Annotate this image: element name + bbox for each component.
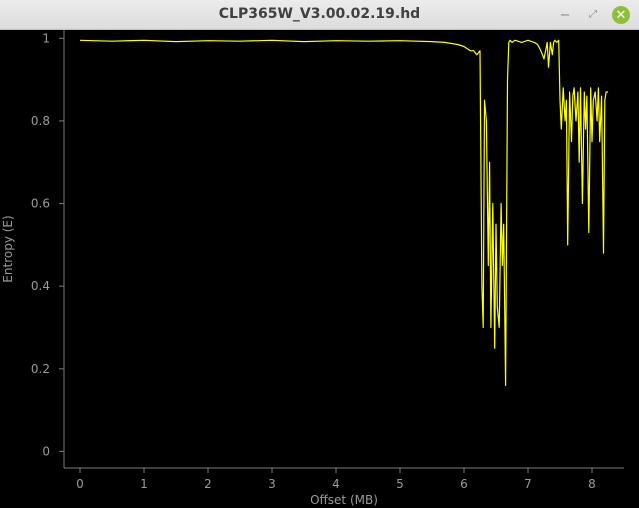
x-tick-label: 5 (396, 477, 404, 491)
y-tick-label: 0.6 (31, 197, 50, 211)
y-tick-label: 0.8 (31, 114, 50, 128)
x-tick-label: 8 (588, 477, 596, 491)
close-icon[interactable]: ✕ (612, 6, 630, 24)
y-tick-label: 0.2 (31, 362, 50, 376)
y-tick-label: 0.4 (31, 279, 50, 293)
x-tick-label: 3 (268, 477, 276, 491)
x-tick-label: 2 (204, 477, 212, 491)
chart-series (79, 39, 608, 386)
x-axis-label: Offset (MB) (310, 493, 378, 507)
y-axis-label: Entropy (E) (1, 215, 15, 282)
title-bar[interactable]: CLP365W_V3.00.02.19.hd − ⤢ ✕ (0, 0, 639, 30)
series-line-0 (79, 39, 608, 386)
window-title: CLP365W_V3.00.02.19.hd (218, 6, 421, 22)
x-tick-label: 0 (76, 477, 84, 491)
y-tick-label: 0 (42, 444, 50, 458)
maximize-icon[interactable]: ⤢ (589, 9, 597, 20)
x-tick-label: 1 (140, 477, 148, 491)
x-tick-label: 6 (460, 477, 468, 491)
entropy-chart: 0 0.2 0.4 0.6 0.8 1 0 1 2 3 4 5 6 7 8 Offset (MB) Entr… (1, 30, 624, 507)
chart-axes: 0 0.2 0.4 0.6 0.8 1 0 1 2 3 4 5 6 7 8 (31, 30, 624, 491)
minimize-icon[interactable]: − (559, 7, 571, 23)
x-tick-label: 4 (332, 477, 340, 491)
y-tick-label: 1 (42, 31, 50, 45)
x-tick-label: 7 (524, 477, 532, 491)
